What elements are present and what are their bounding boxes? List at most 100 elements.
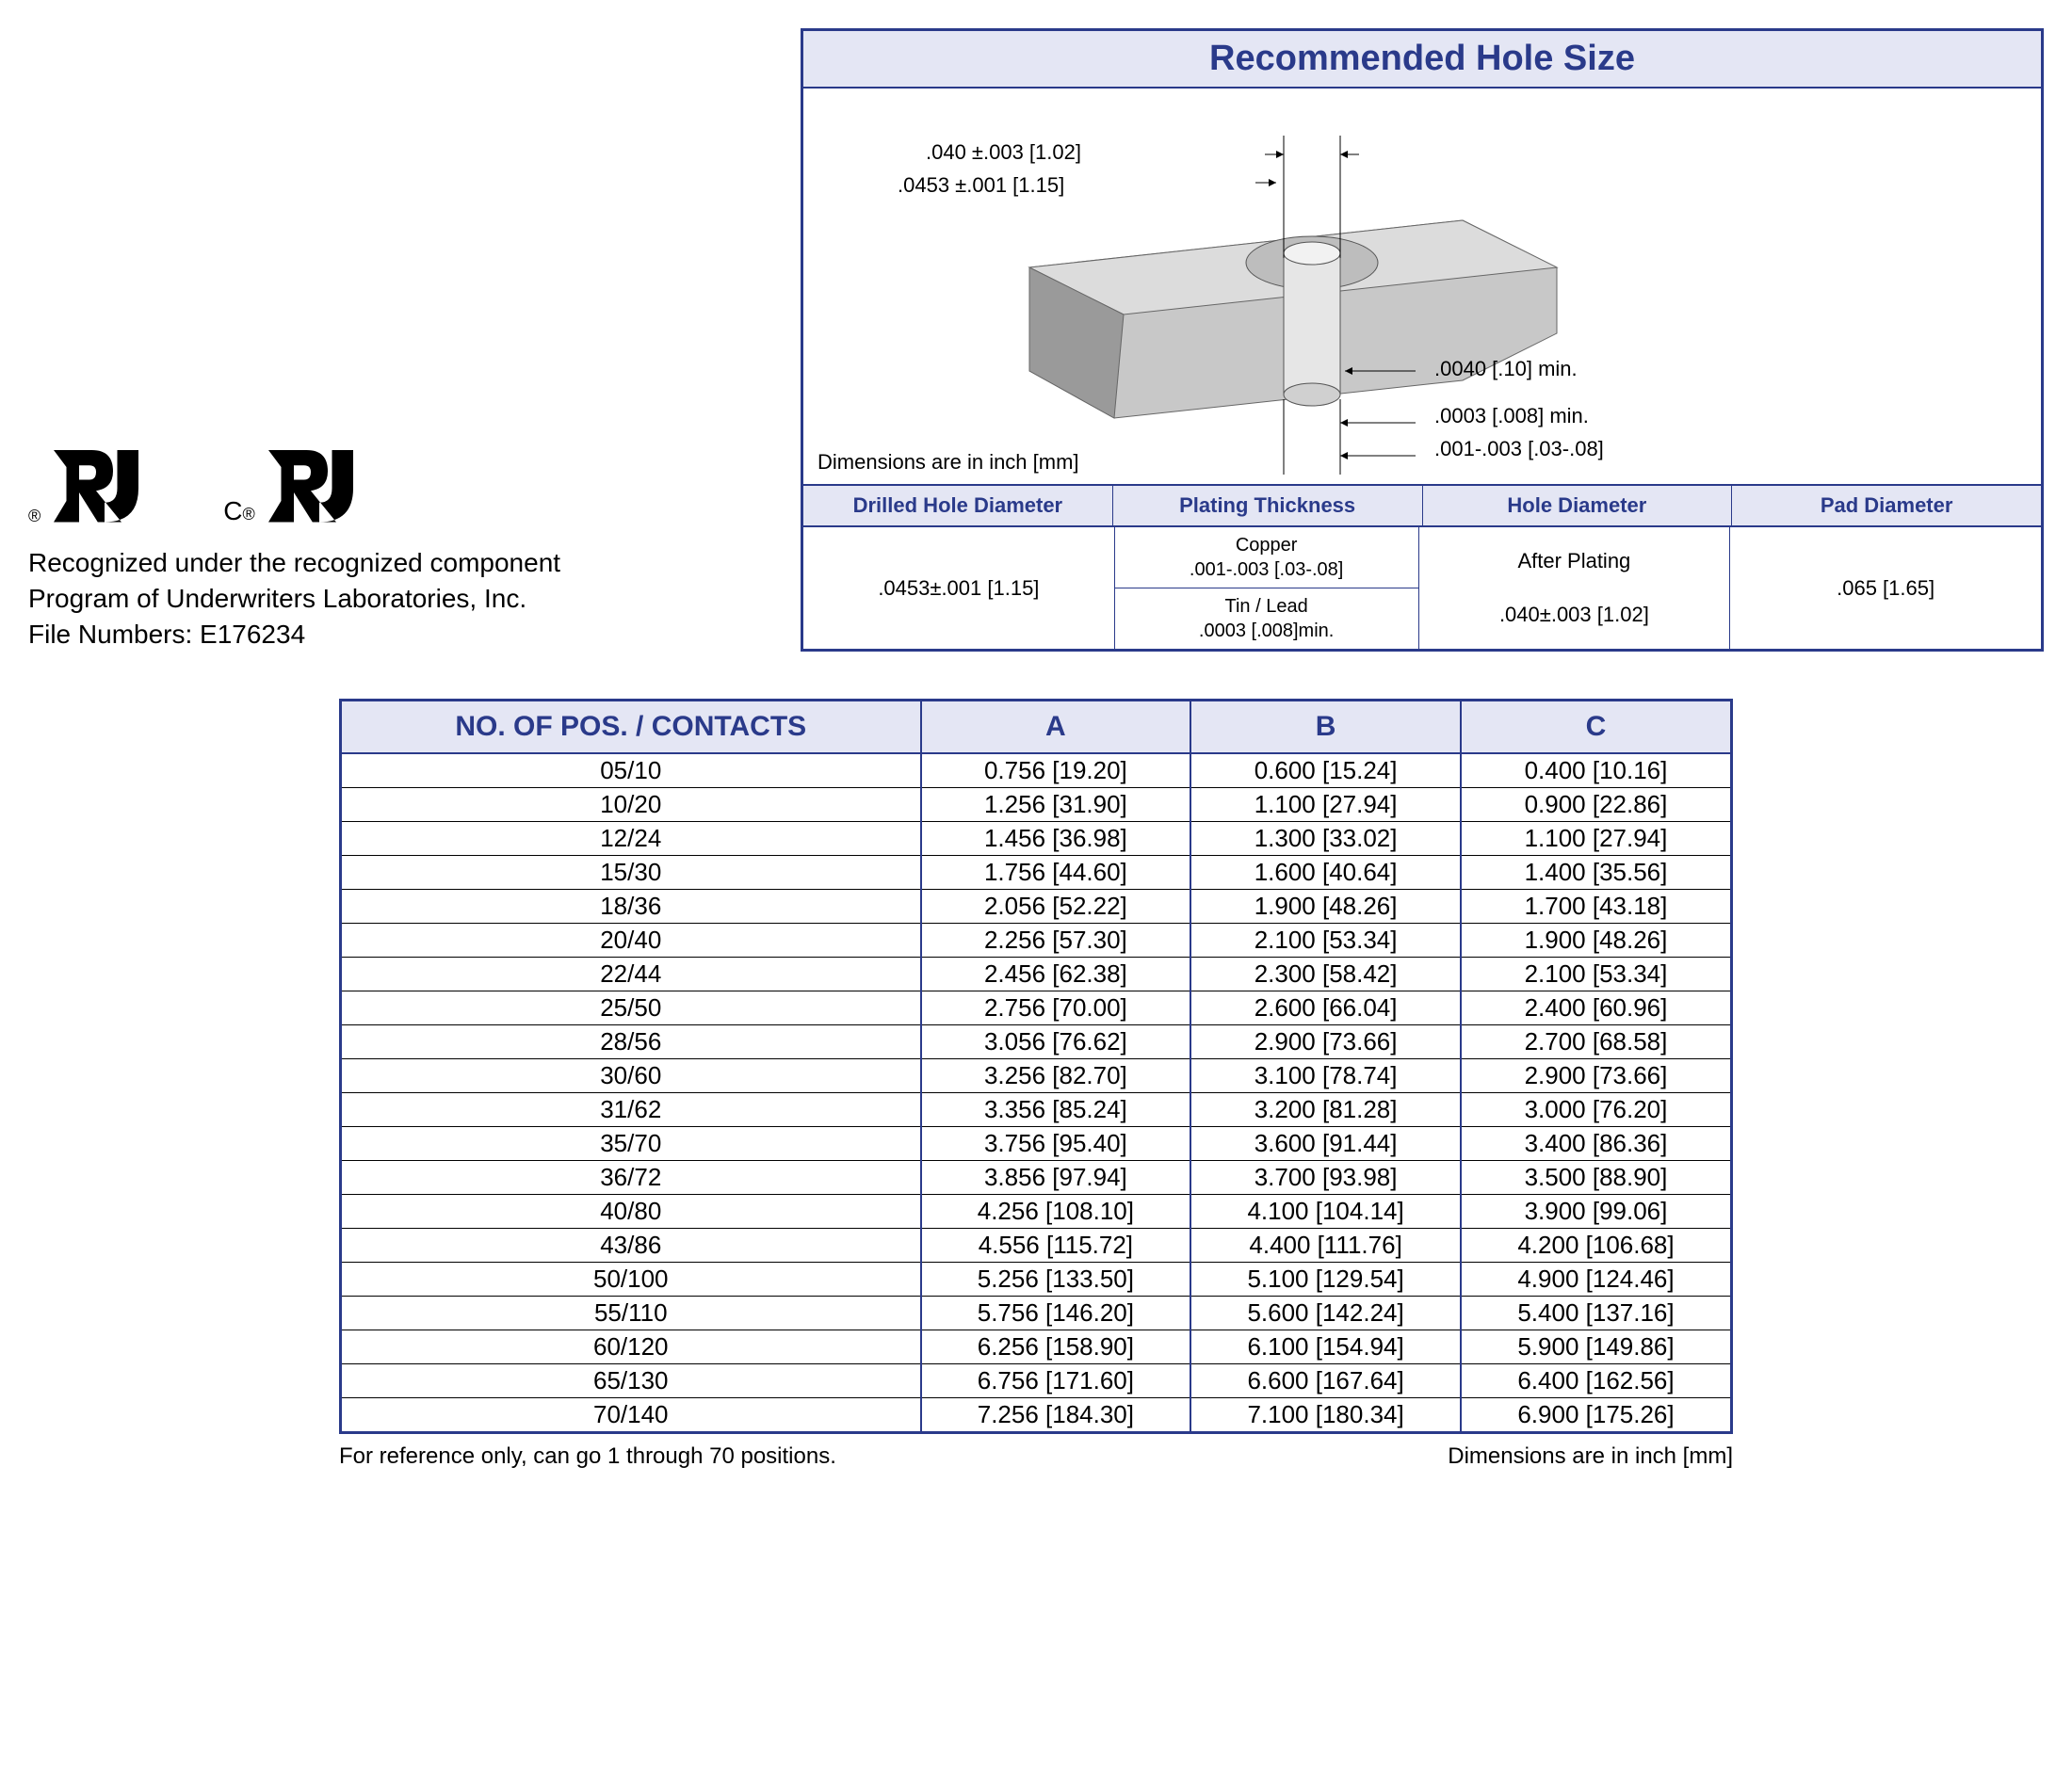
table-cell: 7.100 [180.34]	[1190, 1398, 1461, 1433]
table-cell: 55/110	[341, 1297, 921, 1330]
table-cell: 50/100	[341, 1263, 921, 1297]
table-cell: 1.756 [44.60]	[921, 856, 1191, 890]
table-cell: 5.400 [137.16]	[1461, 1297, 1732, 1330]
table-cell: 0.900 [22.86]	[1461, 788, 1732, 822]
table-cell: 65/130	[341, 1364, 921, 1398]
table-cell: 3.500 [88.90]	[1461, 1161, 1732, 1195]
table-cell: 4.100 [104.14]	[1190, 1195, 1461, 1229]
table-cell: 5.600 [142.24]	[1190, 1297, 1461, 1330]
table-cell: 6.100 [154.94]	[1190, 1330, 1461, 1364]
certification-block: ® C® Recognized under the recognized com…	[28, 103, 744, 652]
table-cell: 1.100 [27.94]	[1190, 788, 1461, 822]
table-row: 22/442.456 [62.38]2.300 [58.42]2.100 [53…	[341, 958, 1732, 991]
dim-right-2: .0003 [.008] min.	[1434, 404, 1589, 428]
table-cell: 2.756 [70.00]	[921, 991, 1191, 1025]
table-cell: 6.600 [167.64]	[1190, 1364, 1461, 1398]
table-row: 05/100.756 [19.20]0.600 [15.24]0.400 [10…	[341, 753, 1732, 788]
table-cell: 35/70	[341, 1127, 921, 1161]
table-cell: 18/36	[341, 890, 921, 924]
table-row: 50/1005.256 [133.50]5.100 [129.54]4.900 …	[341, 1263, 1732, 1297]
table-row: 28/563.056 [76.62]2.900 [73.66]2.700 [68…	[341, 1025, 1732, 1059]
table-cell: 1.256 [31.90]	[921, 788, 1191, 822]
hole-value: After Plating.040±.003 [1.02]	[1419, 527, 1731, 649]
table-row: 25/502.756 [70.00]2.600 [66.04]2.400 [60…	[341, 991, 1732, 1025]
table-cell: 2.600 [66.04]	[1190, 991, 1461, 1025]
table-cell: 31/62	[341, 1093, 921, 1127]
pos-header-contacts: NO. OF POS. / CONTACTS	[341, 701, 921, 754]
ru-icon	[44, 442, 148, 526]
table-cell: 1.100 [27.94]	[1461, 822, 1732, 856]
table-row: 70/1407.256 [184.30]7.100 [180.34]6.900 …	[341, 1398, 1732, 1433]
pos-header-b: B	[1190, 701, 1461, 754]
table-cell: 2.700 [68.58]	[1461, 1025, 1732, 1059]
dim-top-2: .0453 ±.001 [1.15]	[898, 173, 1064, 198]
table-row: 31/623.356 [85.24]3.200 [81.28]3.000 [76…	[341, 1093, 1732, 1127]
table-cell: 6.756 [171.60]	[921, 1364, 1191, 1398]
hole-size-panel: Recommended Hole Size	[801, 28, 2044, 652]
table-cell: 1.700 [43.18]	[1461, 890, 1732, 924]
table-cell: 25/50	[341, 991, 921, 1025]
hole-spec-body: .0453±.001 [1.15] Copper.001-.003 [.03-.…	[803, 527, 2041, 649]
recognized-line: File Numbers: E176234	[28, 617, 744, 653]
table-cell: 1.900 [48.26]	[1461, 924, 1732, 958]
table-cell: 5.100 [129.54]	[1190, 1263, 1461, 1297]
table-row: 30/603.256 [82.70]3.100 [78.74]2.900 [73…	[341, 1059, 1732, 1093]
table-row: 35/703.756 [95.40]3.600 [91.44]3.400 [86…	[341, 1127, 1732, 1161]
table-cell: 4.200 [106.68]	[1461, 1229, 1732, 1263]
positions-table: NO. OF POS. / CONTACTS A B C 05/100.756 …	[339, 699, 1733, 1434]
table-cell: 6.400 [162.56]	[1461, 1364, 1732, 1398]
drilled-value: .0453±.001 [1.15]	[803, 527, 1115, 649]
table-cell: 3.856 [97.94]	[921, 1161, 1191, 1195]
ru-logo: ®	[28, 442, 148, 526]
table-cell: 3.600 [91.44]	[1190, 1127, 1461, 1161]
table-cell: 3.400 [86.36]	[1461, 1127, 1732, 1161]
table-cell: 2.256 [57.30]	[921, 924, 1191, 958]
footer-left: For reference only, can go 1 through 70 …	[339, 1443, 836, 1470]
table-cell: 20/40	[341, 924, 921, 958]
table-cell: 70/140	[341, 1398, 921, 1433]
table-cell: 2.400 [60.96]	[1461, 991, 1732, 1025]
table-cell: 3.700 [93.98]	[1190, 1161, 1461, 1195]
col-pad: Pad Diameter	[1732, 486, 2041, 525]
recognized-line: Program of Underwriters Laboratories, In…	[28, 581, 744, 617]
table-row: 65/1306.756 [171.60]6.600 [167.64]6.400 …	[341, 1364, 1732, 1398]
table-cell: 5.256 [133.50]	[921, 1263, 1191, 1297]
table-cell: 1.300 [33.02]	[1190, 822, 1461, 856]
col-drilled: Drilled Hole Diameter	[803, 486, 1113, 525]
table-cell: 2.300 [58.42]	[1190, 958, 1461, 991]
table-cell: 2.056 [52.22]	[921, 890, 1191, 924]
table-cell: 0.756 [19.20]	[921, 753, 1191, 788]
table-row: 18/362.056 [52.22]1.900 [48.26]1.700 [43…	[341, 890, 1732, 924]
table-cell: 0.600 [15.24]	[1190, 753, 1461, 788]
table-cell: 30/60	[341, 1059, 921, 1093]
pos-header-c: C	[1461, 701, 1732, 754]
table-cell: 2.900 [73.66]	[1190, 1025, 1461, 1059]
footer-right: Dimensions are in inch [mm]	[1448, 1443, 1733, 1470]
col-hole: Hole Diameter	[1423, 486, 1733, 525]
table-cell: 28/56	[341, 1025, 921, 1059]
table-cell: 1.400 [35.56]	[1461, 856, 1732, 890]
table-cell: 0.400 [10.16]	[1461, 753, 1732, 788]
table-cell: 6.900 [175.26]	[1461, 1398, 1732, 1433]
hole-spec-header: Drilled Hole Diameter Plating Thickness …	[803, 486, 2041, 527]
col-plating: Plating Thickness	[1113, 486, 1423, 525]
table-row: 60/1206.256 [158.90]6.100 [154.94]5.900 …	[341, 1330, 1732, 1364]
table-cell: 5.900 [149.86]	[1461, 1330, 1732, 1364]
table-row: 36/723.856 [97.94]3.700 [93.98]3.500 [88…	[341, 1161, 1732, 1195]
table-cell: 4.900 [124.46]	[1461, 1263, 1732, 1297]
pos-header-a: A	[921, 701, 1191, 754]
table-row: 55/1105.756 [146.20]5.600 [142.24]5.400 …	[341, 1297, 1732, 1330]
table-cell: 2.100 [53.34]	[1190, 924, 1461, 958]
table-cell: 5.756 [146.20]	[921, 1297, 1191, 1330]
table-cell: 4.256 [108.10]	[921, 1195, 1191, 1229]
table-cell: 3.056 [76.62]	[921, 1025, 1191, 1059]
table-row: 40/804.256 [108.10]4.100 [104.14]3.900 […	[341, 1195, 1732, 1229]
table-cell: 3.100 [78.74]	[1190, 1059, 1461, 1093]
hole-size-title: Recommended Hole Size	[803, 31, 2041, 89]
table-cell: 1.456 [36.98]	[921, 822, 1191, 856]
table-cell: 22/44	[341, 958, 921, 991]
table-row: 10/201.256 [31.90]1.100 [27.94]0.900 [22…	[341, 788, 1732, 822]
table-cell: 2.456 [62.38]	[921, 958, 1191, 991]
dimensions-note: Dimensions are in inch [mm]	[817, 450, 1079, 475]
hole-diagram: .040 ±.003 [1.02] .0453 ±.001 [1.15] .00…	[803, 89, 2041, 486]
